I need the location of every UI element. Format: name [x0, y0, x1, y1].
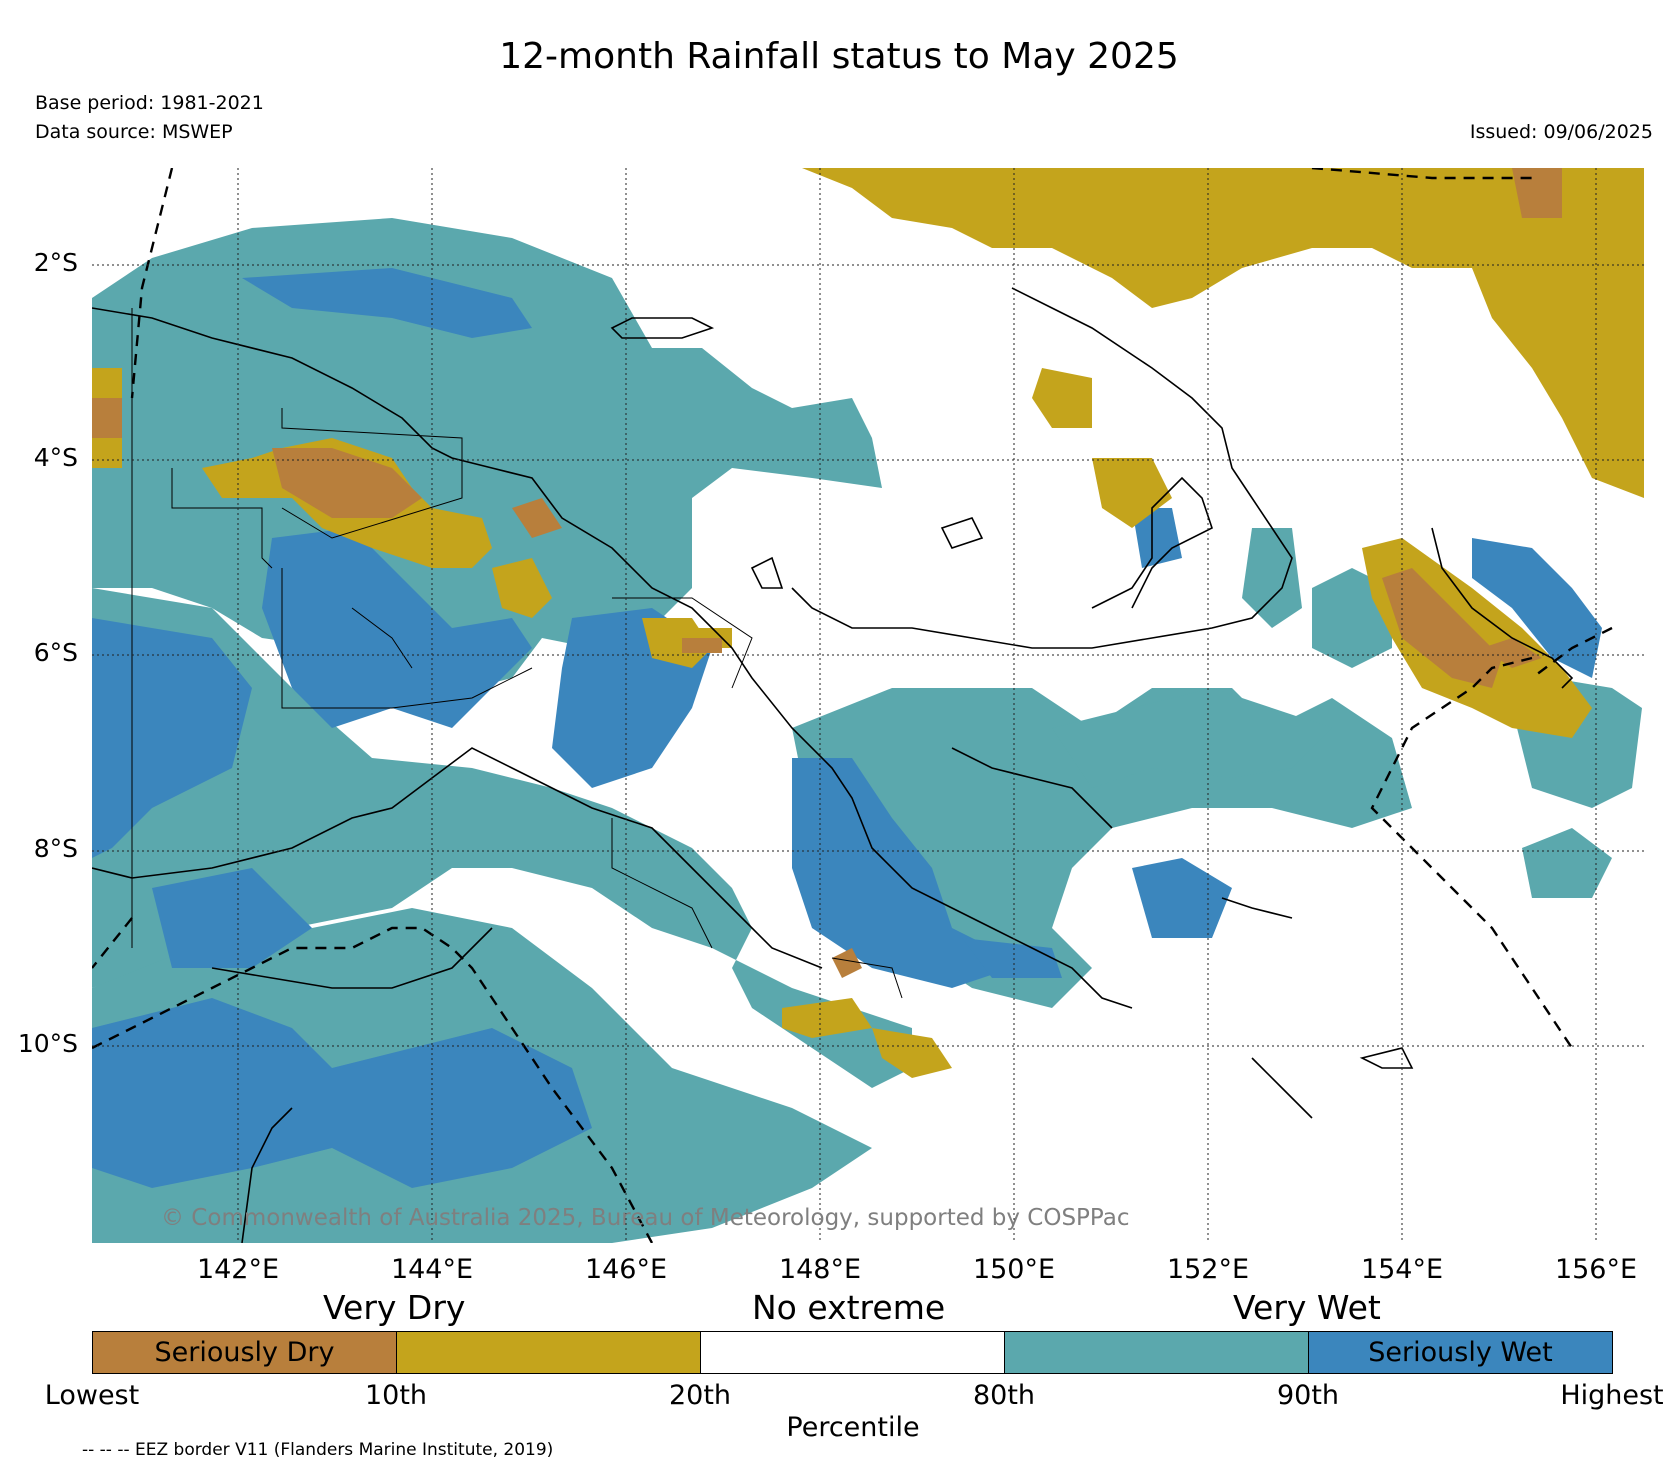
legend-tick: 90th	[1276, 1380, 1340, 1411]
legend-tick: 10th	[364, 1380, 428, 1411]
lon-label: 148°E	[778, 1254, 862, 1285]
legend-tick: Highest	[1560, 1380, 1664, 1411]
copyright-notice: © Commonwealth of Australia 2025, Bureau…	[161, 1205, 1130, 1231]
issued-date: Issued: 09/06/2025	[1469, 121, 1653, 143]
eez-note: -- -- -- EEZ border V11 (Flanders Marine…	[82, 1440, 554, 1460]
rainfall-map	[92, 168, 1644, 1243]
eez-borders	[92, 168, 1613, 1243]
graticule	[92, 168, 1644, 1243]
lon-label: 150°E	[972, 1254, 1056, 1285]
lat-label: 4°S	[33, 443, 78, 472]
lat-label: 2°S	[33, 248, 78, 277]
lat-label: 10°S	[17, 1029, 78, 1058]
legend-segment-very-dry	[397, 1332, 701, 1373]
province-borders	[131, 308, 903, 999]
legend-segment-no-extreme	[701, 1332, 1005, 1373]
legend-segment-seriously-wet: Seriously Wet	[1309, 1332, 1612, 1373]
lon-label: 154°E	[1360, 1254, 1444, 1285]
very-dry-heading: Very Dry	[323, 1288, 466, 1327]
lat-label: 6°S	[33, 638, 78, 667]
coastlines	[92, 287, 1574, 1243]
no-extreme-heading: No extreme	[752, 1288, 946, 1327]
lon-label: 152°E	[1166, 1254, 1250, 1285]
legend-tick: 20th	[668, 1380, 732, 1411]
legend-axis-label: Percentile	[786, 1412, 920, 1443]
lon-label: 142°E	[196, 1254, 280, 1285]
map-canvas	[92, 168, 1644, 1243]
legend-segment-very-wet	[1005, 1332, 1309, 1373]
lat-label: 8°S	[33, 834, 78, 863]
legend-tick: 80th	[972, 1380, 1036, 1411]
legend-segment-seriously-dry: Seriously Dry	[93, 1332, 397, 1373]
legend-colorbar: Seriously Dry Seriously Wet	[92, 1331, 1613, 1374]
data-source: Data source: MSWEP	[35, 121, 233, 143]
base-period: Base period: 1981-2021	[35, 92, 264, 114]
lon-label: 144°E	[390, 1254, 474, 1285]
legend-tick: Lowest	[44, 1380, 140, 1411]
lon-label: 146°E	[584, 1254, 668, 1285]
map-title: 12-month Rainfall status to May 2025	[499, 36, 1179, 77]
seriously-dry-regions	[92, 168, 1562, 978]
lon-label: 156°E	[1554, 1254, 1638, 1285]
very-wet-heading: Very Wet	[1233, 1288, 1381, 1327]
